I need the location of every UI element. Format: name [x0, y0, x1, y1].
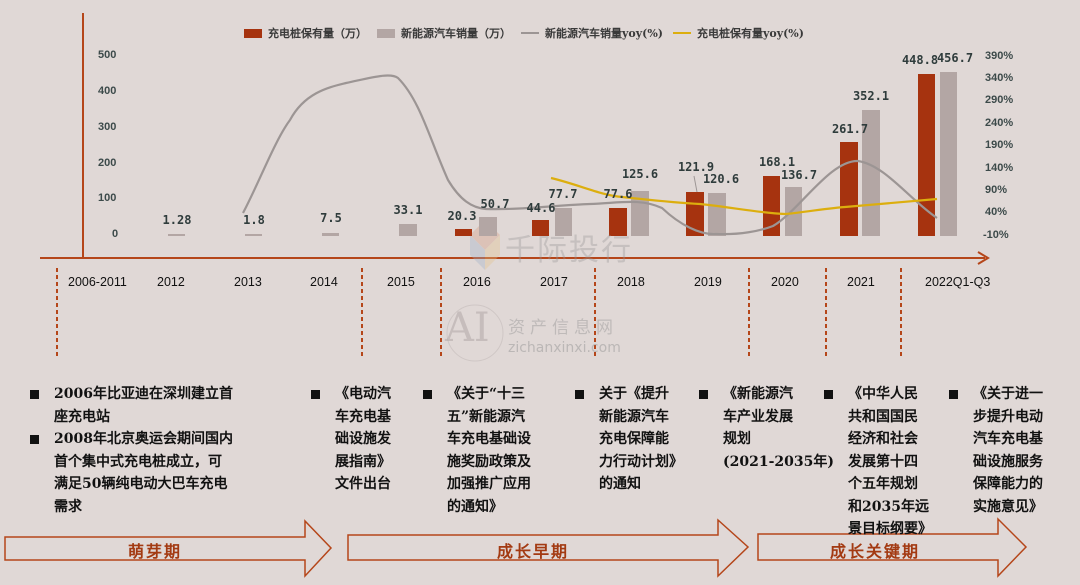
watermark-brand: 千际投行	[505, 233, 633, 268]
timeline-arrowhead-icon	[977, 251, 990, 265]
legend-item-charger-stock: 充电桩保有量（万）	[244, 25, 367, 41]
legend-swatch-gray	[377, 28, 395, 38]
year-label: 2017	[540, 275, 568, 289]
legend-line-gray	[521, 32, 539, 34]
stage-label-key-growth: 成长关键期	[830, 542, 921, 561]
bar-label-2017-ev: 77.7	[548, 187, 578, 201]
y-left-tick: 500	[98, 49, 117, 61]
y-right-tick: -10%	[983, 229, 1009, 241]
bar-label-2016-ev: 50.7	[480, 197, 510, 211]
bullet-icon	[824, 390, 833, 399]
legend-item-charger-yoy: 充电桩保有量yoy(%)	[672, 25, 804, 41]
bar-label-2020-charger: 168.1	[758, 155, 796, 169]
event-text: 关于《提升 新能源汽车 充电保障能 力行动计划》 的通知	[599, 386, 683, 492]
stage-arrow-early-growth	[347, 518, 750, 578]
bar-label-2013-ev: 1.8	[243, 213, 265, 227]
legend-swatch-red	[244, 28, 262, 38]
period-separators	[56, 268, 902, 357]
y-left-tick: 100	[98, 192, 117, 204]
year-label: 2013	[234, 275, 262, 289]
watermark-ai: AI	[445, 305, 490, 351]
event-text: 《中华人民 共和国国民 经济和社会 发展第十四 个五年规划 和2035年远 景目…	[848, 386, 932, 537]
legend-item-ev-sales: 新能源汽车销量（万）	[377, 25, 511, 41]
y-left-tick: 0	[112, 228, 119, 240]
y-left-tick: 200	[98, 157, 117, 169]
event-text: 《电动汽 车充电基 础设施发 展指南》 文件出台	[335, 386, 391, 492]
year-label: 2006-2011	[68, 275, 127, 289]
chart-legend: 充电桩保有量（万） 新能源汽车销量（万） 新能源汽车销量yoy(%) 充电桩保有…	[244, 24, 804, 42]
event-text: 2008年北京奥运会期间国内 首个集中式充电桩成立，可 满足50辆纯电动大巴车充…	[54, 431, 233, 515]
year-label: 2018	[617, 275, 645, 289]
bar-label-2021-ev: 352.1	[852, 89, 890, 103]
bullet-icon	[30, 390, 39, 399]
year-label: 2021	[847, 275, 875, 289]
y-right-tick: 240%	[985, 117, 1014, 129]
stage-label-early-growth: 成长早期	[497, 542, 570, 561]
series-ev-sales-bars	[168, 72, 957, 236]
year-label: 2015	[387, 275, 415, 289]
bar-label-2018-charger: 77.6	[603, 187, 633, 201]
y-right-tick: 290%	[985, 94, 1014, 106]
bar-label-2019-ev: 120.6	[702, 172, 740, 186]
legend-line-yellow	[672, 32, 691, 34]
legend-label: 充电桩保有量（万）	[268, 27, 367, 40]
y-left-tick: 300	[98, 121, 117, 133]
legend-label: 新能源汽车销量（万）	[401, 27, 511, 40]
bar-label-2017-charger: 44.6	[526, 201, 556, 215]
bullet-icon	[699, 390, 708, 399]
watermark-circle	[446, 304, 504, 362]
series-ev-sales-yoy-line	[242, 74, 938, 236]
stage-label-sprout: 萌芽期	[128, 542, 183, 561]
year-label: 2016	[463, 275, 491, 289]
watermark-site-url: zichanxinxi.com	[508, 340, 621, 356]
bar-label-2018-ev: 125.6	[621, 167, 659, 181]
event-text: 《关于“十三 五”新能源汽 车充电基础设 施奖励政策及 加强推广应用 的通知》	[447, 386, 531, 515]
event-text: 《新能源汽 车产业发展 规划 (2021-2035年)	[723, 386, 834, 470]
legend-label: 新能源汽车销量yoy(%)	[545, 27, 663, 40]
y-right-tick: 340%	[985, 72, 1014, 84]
stage-arrow-key-growth	[757, 517, 1028, 578]
bullet-icon	[311, 390, 320, 399]
bar-label-2022-charger: 448.8	[901, 53, 939, 67]
bar-label-2022-ev: 456.7	[936, 51, 974, 65]
series-charger-yoy-line	[550, 176, 938, 216]
event-text: 2006年比亚迪在深圳建立首 座充电站	[54, 386, 233, 425]
bar-label-2021-charger: 261.7	[831, 122, 869, 136]
leader-line	[693, 175, 698, 193]
bullet-icon	[949, 390, 958, 399]
year-label: 2014	[310, 275, 338, 289]
y-left-tick: 400	[98, 85, 117, 97]
y-right-tick: 40%	[985, 206, 1008, 218]
event-text: 《关于进一 步提升电动 汽车充电基 础设施服务 保障能力的 实施意见》	[973, 386, 1043, 515]
stage-arrow-sprout	[4, 519, 333, 578]
bar-label-2020-ev: 136.7	[780, 168, 818, 182]
bullet-icon	[575, 390, 584, 399]
y-right-tick: 390%	[985, 50, 1014, 62]
bar-label-2012-ev: 1.28	[162, 213, 192, 227]
bullet-icon	[423, 390, 432, 399]
y-right-tick: 190%	[985, 139, 1014, 151]
bar-label-2016-charger: 20.3	[447, 209, 477, 223]
watermark-site-cn: 资产信息网	[508, 318, 618, 338]
year-label: 2019	[694, 275, 722, 289]
year-label: 2022Q1-Q3	[925, 275, 991, 289]
year-label: 2020	[771, 275, 799, 289]
series-charger-bars	[455, 74, 935, 236]
bar-label-2015-ev: 33.1	[393, 203, 423, 217]
legend-item-ev-sales-yoy: 新能源汽车销量yoy(%)	[521, 25, 663, 41]
year-label: 2012	[157, 275, 185, 289]
legend-label: 充电桩保有量yoy(%)	[696, 27, 804, 40]
bullet-icon	[30, 435, 39, 444]
y-right-tick: 140%	[985, 162, 1014, 174]
y-right-tick: 90%	[985, 184, 1008, 196]
bar-label-2019-charger: 121.9	[677, 160, 715, 174]
bar-label-2014-ev: 7.5	[320, 211, 342, 225]
